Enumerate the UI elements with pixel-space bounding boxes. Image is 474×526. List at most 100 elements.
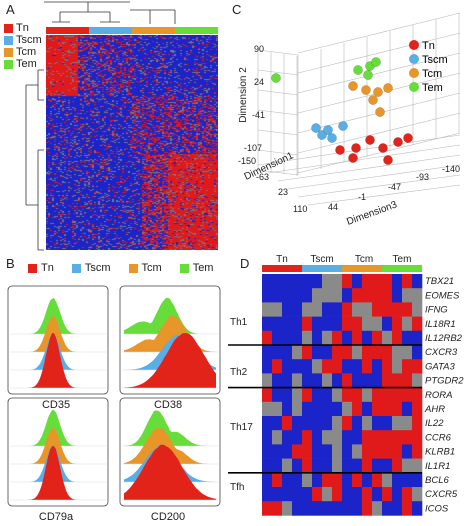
dim2-tick: 90: [254, 44, 264, 54]
heatmap-cell: [332, 401, 343, 417]
group-label-th1: Th1: [230, 317, 248, 328]
scatter-point-tn: [351, 143, 361, 153]
panel-a-heatmap: [46, 35, 218, 250]
heatmap-cell: [352, 487, 363, 502]
heatmap-cell: [412, 345, 423, 360]
heatmap-cell: [352, 401, 363, 417]
heatmap-cell: [332, 387, 343, 403]
legend-label: Tn: [422, 40, 435, 52]
heatmap-cell: [402, 458, 413, 474]
heatmap-cell: [322, 487, 333, 502]
gene-label: CXCR5: [425, 489, 458, 500]
legend-swatch: [71, 263, 81, 273]
histogram-frame: [7, 285, 109, 395]
heatmap-cell: [382, 288, 393, 303]
heatmap-cell: [372, 458, 383, 474]
legend-label: Tscm: [422, 54, 448, 66]
heatmap-cell: [372, 401, 383, 417]
heatmap-cell: [352, 316, 363, 332]
scatter-point-tscm: [338, 121, 348, 131]
heatmap-cell: [362, 416, 373, 431]
gene-label: BCL6: [425, 475, 449, 486]
panel-d-separators: [228, 344, 422, 474]
heatmap-cell: [392, 330, 403, 346]
heatmap-cell: [322, 430, 333, 445]
heatmap-cell: [282, 487, 293, 502]
heatmap-cell: [272, 487, 283, 502]
histogram-tn: [124, 444, 216, 500]
heatmap-cell: [302, 274, 313, 289]
heatmap-cell: [332, 274, 343, 289]
dim1-tick: 110: [293, 204, 307, 214]
group-bar-tcm: [132, 27, 175, 34]
heatmap-cell: [342, 416, 353, 431]
heatmap-cell: [292, 274, 303, 289]
heatmap-cell: [272, 316, 283, 332]
heatmap-cell: [352, 302, 363, 317]
scatter-point-tem: [363, 70, 373, 80]
marker-label-cd79a: CD79a: [39, 511, 74, 523]
heatmap-cell: [412, 302, 423, 317]
heatmap-cell: [372, 274, 383, 289]
heatmap-cell: [272, 416, 283, 431]
heatmap-cell: [362, 316, 373, 332]
axis-label-dimension-2: Dimension 2: [238, 67, 249, 123]
heatmap-cell: [322, 401, 333, 417]
legend-label: Tcm: [141, 262, 162, 274]
legend-label: Tem: [422, 82, 443, 94]
heatmap-cell: [272, 373, 283, 388]
heatmap-cell: [282, 472, 293, 488]
heatmap-cell: [362, 373, 373, 388]
panel-a-letter: A: [6, 2, 15, 17]
heatmap-cell: [352, 288, 363, 303]
heatmap-cell: [382, 387, 393, 403]
heatmap-cell: [312, 444, 323, 459]
heatmap-cell: [272, 387, 283, 403]
heatmap-cell: [402, 472, 413, 488]
heatmap-cell: [372, 501, 383, 516]
column-bar-tscm: [302, 265, 342, 272]
heatmap-cell: [312, 359, 323, 374]
heatmap-cell: [322, 359, 333, 374]
heatmap-cell: [342, 359, 353, 374]
heatmap-cell: [372, 288, 383, 303]
heatmap-cell: [282, 387, 293, 403]
heatmap-cell: [322, 387, 333, 403]
heatmap-cell: [262, 302, 273, 317]
heatmap-cell: [332, 487, 343, 502]
scatter-point-tscm: [323, 125, 333, 135]
heatmap-cell: [282, 458, 293, 474]
heatmap-cell: [382, 345, 393, 360]
heatmap-cell: [262, 487, 273, 502]
heatmap-cell: [312, 430, 323, 445]
heatmap-cell: [282, 302, 293, 317]
group-label-th2: Th2: [230, 367, 248, 378]
dim2-tick: 24: [254, 77, 264, 87]
heatmap-cell: [382, 316, 393, 332]
heatmap-cell: [392, 345, 403, 360]
heatmap-cell: [272, 501, 283, 516]
heatmap-cell: [352, 416, 363, 431]
grid-line: [257, 49, 299, 56]
heatmap-cell: [292, 501, 303, 516]
heatmap-cell: [382, 359, 393, 374]
heatmap-cell: [312, 401, 323, 417]
group-bar-tem: [175, 27, 218, 34]
grid-line: [277, 154, 461, 182]
histogram-tn: [12, 446, 104, 500]
heatmap-cell: [412, 387, 423, 403]
heatmap-cell: [322, 345, 333, 360]
panel-d-cells: [262, 274, 423, 516]
scatter-point-tcm: [383, 83, 393, 93]
heatmap-cell: [362, 302, 373, 317]
gene-label: IL1R1: [425, 461, 450, 472]
column-label-tcm: Tcm: [355, 254, 373, 265]
heatmap-cell: [312, 345, 323, 360]
heatmap-cell: [262, 373, 273, 388]
heatmap-cell: [392, 316, 403, 332]
panel-c-legend: Tn Tscm Tcm Tem: [409, 40, 448, 94]
histogram-tn: [12, 333, 104, 388]
heatmap-cell: [282, 316, 293, 332]
panel-c-3d-scatter: Dimension 2 90 24 -41 -107 -150 -63 23 1…: [238, 12, 461, 228]
heatmap-cell: [382, 458, 393, 474]
